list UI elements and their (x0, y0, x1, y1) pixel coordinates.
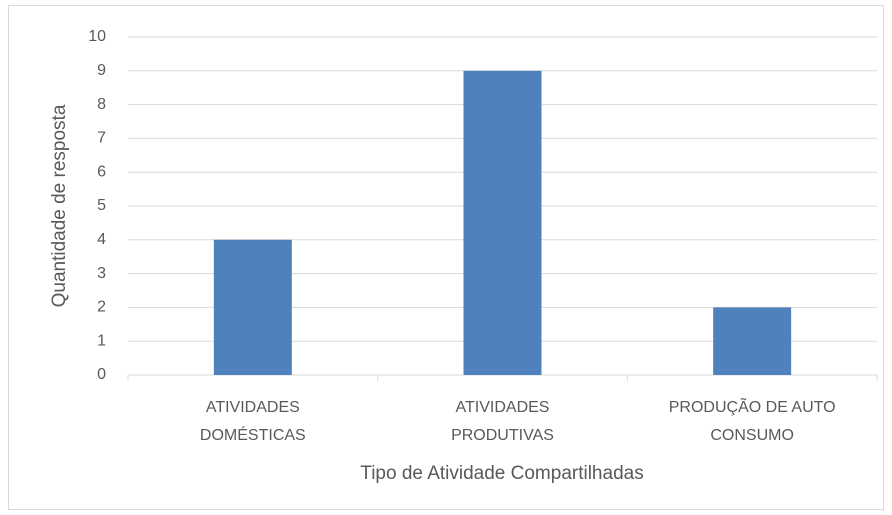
y-tick-label: 5 (97, 197, 106, 214)
x-tick-label-line: ATIVIDADES (456, 399, 550, 416)
y-tick-label: 9 (97, 62, 106, 79)
x-tick-label-line: PRODUTIVAS (451, 427, 554, 444)
y-tick-label: 1 (97, 332, 106, 349)
x-tick-label-line: ATIVIDADES (206, 399, 300, 416)
y-tick-label: 6 (97, 163, 106, 180)
x-tick-label-line: DOMÉSTICAS (200, 425, 306, 444)
x-tick-label: ATIVIDADES DOMÉSTICAS (200, 399, 306, 444)
y-tick-label: 7 (97, 130, 106, 147)
y-tick-label: 2 (97, 299, 106, 316)
x-tick-label-line: CONSUMO (710, 427, 794, 444)
chart-border (8, 5, 884, 510)
y-tick-label: 10 (88, 28, 106, 45)
bar (213, 239, 292, 375)
x-tick-label-line: PRODUÇÃO DE AUTO (669, 396, 836, 416)
y-tick-label: 3 (97, 265, 106, 282)
bar (713, 307, 792, 375)
x-tick-label: ATIVIDADES PRODUTIVAS (451, 399, 554, 444)
y-tick-label: 8 (97, 96, 106, 113)
x-tick-label: PRODUÇÃO DE AUTO CONSUMO (669, 396, 836, 444)
y-axis-title: Quantidade de resposta (49, 104, 70, 307)
bar (463, 70, 542, 376)
x-axis-title: Tipo de Atividade Compartilhadas (360, 463, 643, 484)
y-tick-label: 0 (97, 366, 106, 383)
y-tick-label: 4 (97, 231, 106, 248)
